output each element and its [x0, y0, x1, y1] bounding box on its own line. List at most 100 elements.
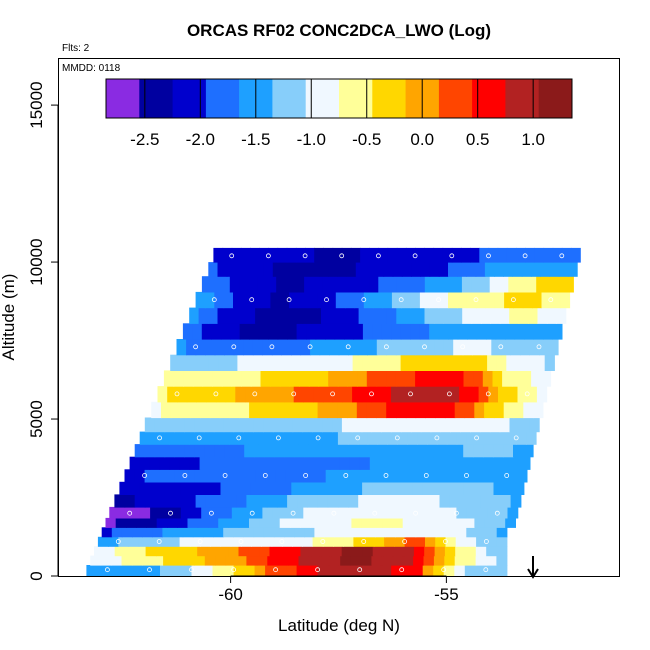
heatmap-cell [291, 262, 302, 277]
heatmap-cell [381, 323, 392, 340]
heatmap-cell [444, 546, 456, 557]
heatmap-cell [417, 431, 428, 445]
heatmap-cell [160, 506, 172, 519]
heatmap-cell [373, 444, 385, 458]
heatmap-cell [373, 291, 384, 309]
heatmap-cell [134, 469, 146, 483]
heatmap-cell [516, 469, 528, 483]
colorbar-swatch [538, 79, 573, 118]
heatmap-cell [508, 276, 519, 293]
heatmap-cell [205, 494, 217, 508]
heatmap-cell [324, 527, 336, 538]
heatmap-cell [256, 555, 268, 566]
heatmap-cell [286, 565, 298, 577]
observation-marker [369, 391, 374, 397]
heatmap-cell [268, 323, 279, 340]
heatmap-cell [266, 494, 278, 508]
heatmap-cell [446, 506, 457, 519]
heatmap-cell [349, 565, 361, 577]
heatmap-cell [396, 469, 407, 483]
heatmap-cell [526, 276, 537, 293]
heatmap-cell [307, 494, 319, 508]
heatmap-cell [145, 546, 157, 557]
heatmap-cell [543, 247, 554, 263]
heatmap-cell [401, 262, 412, 277]
heatmap-cell [483, 481, 495, 495]
heatmap-cell [352, 546, 363, 557]
heatmap-cell [479, 417, 491, 433]
heatmap-cell [486, 536, 498, 547]
heatmap-cell [249, 401, 260, 419]
observation-marker [142, 473, 148, 478]
colorbar-tick-label: -1.0 [297, 130, 326, 149]
heatmap-cell [424, 370, 436, 387]
heatmap-cell [208, 354, 219, 371]
heatmap-cell [215, 386, 227, 403]
heatmap-cell [451, 247, 462, 263]
heatmap-cell [321, 481, 333, 495]
heatmap-cell [223, 527, 234, 538]
heatmap-cell [433, 555, 445, 566]
observation-marker [474, 435, 480, 441]
heatmap-cell [381, 354, 392, 371]
heatmap-cell [210, 536, 222, 547]
heatmap-cell [329, 456, 341, 470]
heatmap-cell [258, 401, 270, 419]
heatmap-cell [492, 370, 503, 387]
heatmap-cell [317, 291, 327, 309]
heatmap-cell [242, 291, 253, 309]
heatmap-cell [357, 370, 368, 387]
heatmap-cell [238, 431, 250, 445]
heatmap-cell [236, 307, 247, 324]
heatmap-cell [90, 555, 102, 566]
observation-marker [559, 253, 565, 259]
heatmap-cell [412, 481, 424, 495]
heatmap-cell [211, 506, 223, 519]
heatmap-cell [202, 527, 214, 538]
heatmap-cell [134, 494, 146, 508]
heatmap-cell [107, 565, 119, 577]
heatmap-cell [381, 555, 393, 566]
heatmap-cell [477, 354, 488, 371]
heatmap-cell [371, 417, 382, 433]
heatmap-cell [277, 323, 288, 340]
heatmap-cell [273, 307, 284, 324]
heatmap-cell [463, 370, 474, 387]
heatmap-cell [410, 417, 422, 433]
heatmap-cell [439, 456, 451, 470]
heatmap-cell [327, 401, 338, 419]
heatmap-cell [392, 262, 403, 277]
heatmap-cell [328, 431, 339, 445]
heatmap-cell [304, 276, 314, 293]
heatmap-cell [403, 444, 415, 458]
heatmap-cell [172, 527, 184, 538]
heatmap-cell [281, 536, 293, 547]
heatmap-cell [366, 370, 378, 387]
heatmap-cell [361, 417, 373, 433]
heatmap-cell [284, 386, 295, 403]
heatmap-cell [248, 546, 260, 557]
heatmap-cell [239, 276, 249, 293]
heatmap-cell [219, 456, 231, 470]
heatmap-cell [281, 339, 292, 356]
observation-marker [464, 473, 469, 478]
observation-marker [174, 391, 180, 397]
heatmap-cell [233, 291, 243, 309]
heatmap-cell [239, 323, 250, 340]
colorbar-frame [105, 78, 573, 119]
heatmap-cell [291, 339, 302, 356]
observation-marker [524, 391, 530, 397]
heatmap-cell [376, 370, 387, 387]
heatmap-cell [269, 546, 281, 557]
heatmap-cell [420, 386, 431, 403]
heatmap-cell [310, 546, 322, 557]
observation-marker [115, 539, 121, 544]
heatmap-cell [214, 444, 225, 458]
heatmap-cell [131, 555, 143, 566]
heatmap-cell [208, 262, 219, 277]
heatmap-cell [182, 323, 193, 340]
heatmap-cell [376, 339, 387, 356]
heatmap-cell [195, 494, 207, 508]
heatmap-cell [454, 401, 466, 419]
heatmap-cell [310, 339, 321, 356]
